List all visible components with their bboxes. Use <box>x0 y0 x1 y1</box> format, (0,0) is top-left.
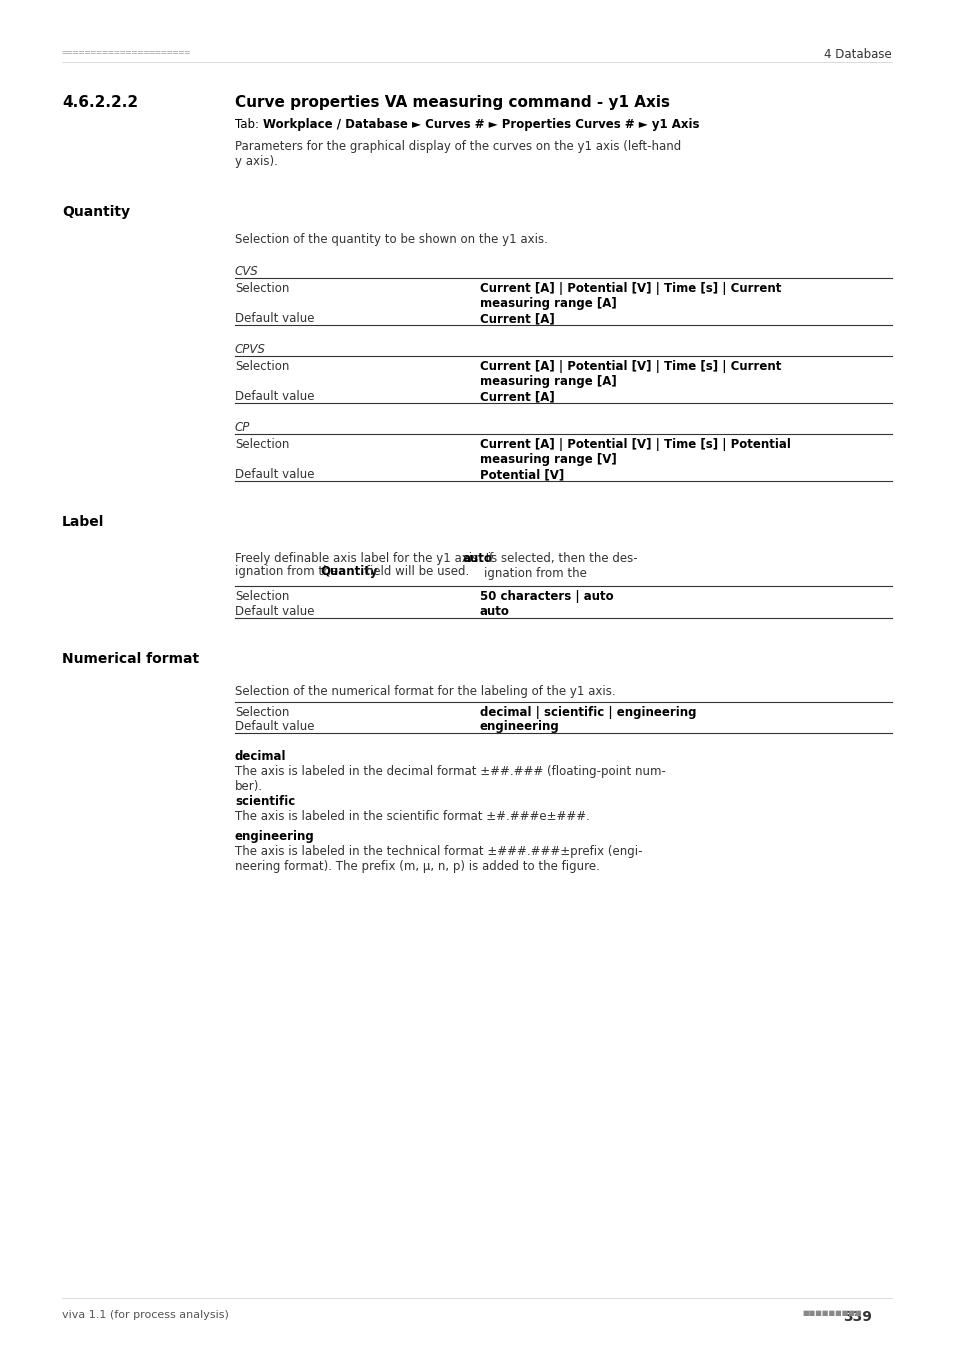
Text: Selection: Selection <box>234 282 289 296</box>
Text: Default value: Default value <box>234 468 314 481</box>
Text: Default value: Default value <box>234 720 314 733</box>
Text: CVS: CVS <box>234 265 258 278</box>
Text: The axis is labeled in the decimal format ±##.### (floating-point num-
ber).: The axis is labeled in the decimal forma… <box>234 765 665 792</box>
Text: auto: auto <box>462 552 493 566</box>
Text: is selected, then the des-
ignation from the: is selected, then the des- ignation from… <box>483 552 637 580</box>
Text: engineering: engineering <box>234 830 314 842</box>
Text: Quantity: Quantity <box>62 205 130 219</box>
Text: 339: 339 <box>842 1310 871 1324</box>
Text: CP: CP <box>234 421 250 433</box>
Text: Parameters for the graphical display of the curves on the y1 axis (left-hand
y a: Parameters for the graphical display of … <box>234 140 680 167</box>
Text: auto: auto <box>479 605 509 618</box>
Text: Current [A]: Current [A] <box>479 312 554 325</box>
Text: Curve properties VA measuring command - y1 Axis: Curve properties VA measuring command - … <box>234 95 669 109</box>
Text: ignation from the: ignation from the <box>234 566 341 578</box>
Text: Current [A] | Potential [V] | Time [s] | Current
measuring range [A]: Current [A] | Potential [V] | Time [s] |… <box>479 360 781 387</box>
Text: Selection: Selection <box>234 706 289 720</box>
Text: Potential [V]: Potential [V] <box>479 468 563 481</box>
Text: Current [A] | Potential [V] | Time [s] | Current
measuring range [A]: Current [A] | Potential [V] | Time [s] |… <box>479 282 781 310</box>
Text: viva 1.1 (for process analysis): viva 1.1 (for process analysis) <box>62 1310 229 1320</box>
Text: scientific: scientific <box>234 795 294 809</box>
Text: CPVS: CPVS <box>234 343 266 356</box>
Text: Current [A] | Potential [V] | Time [s] | Potential
measuring range [V]: Current [A] | Potential [V] | Time [s] |… <box>479 437 790 466</box>
Text: decimal | scientific | engineering: decimal | scientific | engineering <box>479 706 696 720</box>
Text: Default value: Default value <box>234 312 314 325</box>
Text: Freely definable axis label for the y1 axis. If: Freely definable axis label for the y1 a… <box>234 552 497 566</box>
Text: Default value: Default value <box>234 605 314 618</box>
Text: Quantity: Quantity <box>320 566 377 578</box>
Text: The axis is labeled in the technical format ±###.###±prefix (engi-
neering forma: The axis is labeled in the technical for… <box>234 845 641 873</box>
Text: Label: Label <box>62 514 104 529</box>
Text: Default value: Default value <box>234 390 314 404</box>
Text: engineering: engineering <box>479 720 559 733</box>
Text: ■■■■■■■■■: ■■■■■■■■■ <box>801 1310 861 1316</box>
Text: Workplace / Database ► Curves # ► Properties Curves # ► y1 Axis: Workplace / Database ► Curves # ► Proper… <box>263 117 699 131</box>
Text: Selection: Selection <box>234 590 289 603</box>
Text: 4.6.2.2.2: 4.6.2.2.2 <box>62 95 138 109</box>
Text: 4 Database: 4 Database <box>823 49 891 61</box>
Text: Selection: Selection <box>234 437 289 451</box>
Text: 50 characters | auto: 50 characters | auto <box>479 590 613 603</box>
Text: Selection of the quantity to be shown on the y1 axis.: Selection of the quantity to be shown on… <box>234 234 547 246</box>
Text: Numerical format: Numerical format <box>62 652 199 666</box>
Text: Selection of the numerical format for the labeling of the y1 axis.: Selection of the numerical format for th… <box>234 684 615 698</box>
Text: ======================: ====================== <box>62 49 191 58</box>
Text: field will be used.: field will be used. <box>362 566 469 578</box>
Text: The axis is labeled in the scientific format ±#.###e±###.: The axis is labeled in the scientific fo… <box>234 810 589 824</box>
Text: decimal: decimal <box>234 751 286 763</box>
Text: Tab:: Tab: <box>234 117 262 131</box>
Text: Selection: Selection <box>234 360 289 373</box>
Text: Current [A]: Current [A] <box>479 390 554 404</box>
